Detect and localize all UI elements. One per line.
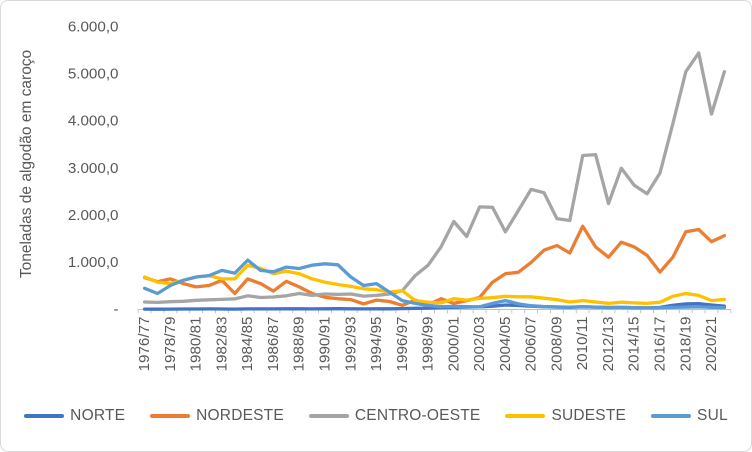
x-tick-label: 2000/01 [445,317,462,372]
x-tick-label: 2002/03 [471,317,488,372]
legend-line-swatch [651,413,692,419]
x-tick-label: 1978/79 [162,317,179,372]
y-tick-label: 6.000,0 [68,19,119,36]
legend-label: SUL [697,407,728,424]
legend-item-sul: SUL [651,407,728,425]
x-tick-label: 2010/11 [574,317,591,371]
series-lines [142,51,727,311]
x-tick-label: 1976/77 [136,317,153,372]
legend-line-swatch [505,413,546,419]
x-tick-label: 2016/17 [652,317,669,372]
y-tick-label: 4.000,0 [68,113,119,130]
y-tick-label: 3.000,0 [68,160,119,177]
x-tick-label: 2006/07 [523,317,540,372]
series-line-sudeste [142,263,727,306]
x-tick-label: 1990/91 [316,317,333,372]
legend-item-nordeste: NORDESTE [150,407,284,425]
x-tick-label: 1994/95 [368,317,385,372]
x-tick-label: 2008/09 [548,317,565,372]
legend-item-centro-oeste: CENTRO-OESTE [308,407,481,425]
legend: NORTE NORDESTE CENTRO-OESTE SUDESTE SUL [1,403,751,429]
legend-label: NORTE [70,407,126,424]
x-axis-tick-labels: 1976/77 1978/79 1980/81 1982/83 1984/85 1986/… [136,317,720,372]
y-tick-label: - [113,301,118,318]
x-tick-label: 1992/93 [342,317,359,372]
series-line-sul [142,258,727,310]
x-tick-label: 2018/19 [677,317,694,372]
series-line-centro-oeste [142,51,727,305]
legend-label: NORDESTE [196,407,284,424]
x-tick-label: 1996/97 [394,317,411,372]
x-tick-label: 1980/81 [188,317,205,372]
y-tick-label: 5.000,0 [68,66,119,83]
legend-label: CENTRO-OESTE [354,407,481,424]
x-tick-label: 1982/83 [213,317,230,372]
x-tick-label: 1998/99 [420,317,437,372]
y-axis-tick-labels: - 1.000,0 2.000,0 3.000,0 4.000,0 5.000,0 6.00… [68,19,119,319]
x-tick-label: 1988/89 [291,317,308,372]
legend-item-norte: NORTE [24,407,125,425]
x-tick-label: 2004/05 [497,317,514,372]
x-tick-label: 1984/85 [239,317,256,372]
legend-label: SUDESTE [551,407,627,424]
legend-line-swatch [308,413,349,419]
legend-item-sudeste: SUDESTE [505,407,626,425]
x-tick-label: 1986/87 [265,317,282,372]
x-tick-label: 2020/21 [703,317,720,372]
legend-line-swatch [150,413,191,419]
series-line-nordeste [142,224,727,307]
y-tick-label: 1.000,0 [68,254,119,271]
x-tick-label: 2014/15 [626,317,643,372]
y-tick-label: 2.000,0 [68,207,119,224]
legend-line-swatch [24,413,65,419]
x-tick-label: 2012/13 [600,317,617,372]
y-axis-title: Toneladas de algodão em caroço [18,50,35,278]
